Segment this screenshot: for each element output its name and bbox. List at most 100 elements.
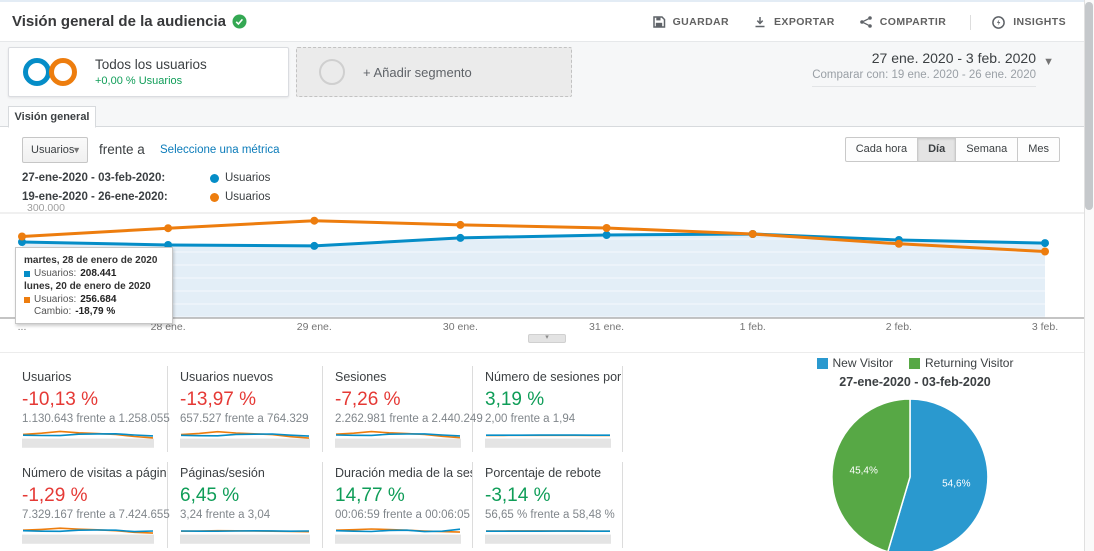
tooltip-square-blue-icon [24,270,30,277]
scrollbar-track[interactable] [1084,0,1094,551]
x-axis-label: 1 feb. [739,321,766,333]
metric-sparkline [485,434,611,448]
save-icon [652,15,666,29]
metrics-row: Usuarios -10,13 % 1.130.643 frente a 1.2… [10,366,623,452]
x-axis-label: 31 ene. [589,321,625,333]
pie-title: 27-ene-2020 - 03-feb-2020 [839,375,991,389]
chevron-down-icon[interactable]: ▼ [1043,56,1054,68]
insights-button[interactable]: INSIGHTS [970,14,1066,30]
header-actions: GUARDAR EXPORTAR COMPARTIR INSIGHTS [652,2,1066,42]
svg-text:54,6%: 54,6% [942,479,970,490]
segment-strip: Todos los usuarios +0,00 % Usuarios + Añ… [0,42,1084,127]
metric-comparison: 1.130.643 frente a 1.258.055 [22,413,170,425]
verified-check-icon [232,14,247,34]
x-axis-label: 2 feb. [885,321,912,333]
metric-card-paginas-sesion: Páginas/sesión 6,45 % 3,24 frente a 3,04 [168,462,323,548]
chart-legend-current: 27-ene-2020 - 03-feb-2020: Usuarios [22,172,271,184]
date-compare-value: Comparar con: 19 ene. 2020 - 26 ene. 202… [812,69,1036,81]
legend-dot-orange-icon [210,192,219,202]
metric-card-sesiones: Sesiones -7,26 % 2.262.981 frente a 2.44… [323,366,483,452]
metric-delta: 14,77 % [335,485,405,506]
metric-card-sesiones-por-usuario: Número de sesiones por usuario 3,19 % 2,… [473,366,623,452]
metric-sparkline [335,528,461,544]
x-axis-label: 3 feb. [1031,321,1059,333]
metric-sparkline [180,529,310,544]
x-axis-label: 30 ene. [442,321,478,333]
metric-label: Páginas/sesión [180,466,265,480]
metric-comparison: 7.329.167 frente a 7.424.655 [22,509,170,521]
select-metric-link[interactable]: Seleccione una métrica [160,144,280,156]
metric-card-usuarios-nuevos: Usuarios nuevos -13,97 % 657.527 frente … [168,366,323,452]
metric-label: Usuarios nuevos [180,370,274,384]
visitor-type-pie-chart[interactable]: 54,6% 45,4% [825,396,995,551]
metric-comparison: 2,00 frente a 1,94 [485,413,576,425]
save-button[interactable]: GUARDAR [652,15,729,29]
versus-label: frente a [99,142,145,157]
metric-delta: -7,26 % [335,389,401,410]
metric-delta: -10,13 % [22,389,99,410]
metric-sparkline [485,530,611,544]
legend-square-blue-icon [816,357,828,369]
page-title: Visión general de la audiencia [12,13,226,30]
metric-comparison: 00:06:59 frente a 00:06:05 [335,509,470,521]
export-button[interactable]: EXPORTAR [753,15,835,29]
section-divider [0,352,1084,353]
date-range-picker[interactable]: 27 ene. 2020 - 3 feb. 2020 Comparar con:… [812,50,1036,87]
segment-all-users[interactable]: Todos los usuarios +0,00 % Usuarios [8,47,289,97]
granularity-toggle: Cada hora Día Semana Mes [844,137,1060,162]
metric-comparison: 56,65 % frente a 58,48 % [485,509,615,521]
tab-overview[interactable]: Visión general [8,106,96,128]
metric-label: Número de sesiones por usuario [485,370,622,384]
add-segment-label: + Añadir segmento [363,65,472,80]
scrollbar-thumb[interactable] [1085,2,1093,210]
pie-legend-returning-visitor: Returning Visitor [908,356,1013,370]
svg-text:45,4%: 45,4% [850,465,878,476]
metric-card-visitas-paginas: Número de visitas a páginas -1,29 % 7.32… [10,462,170,548]
segment-ring-orange-icon [49,58,77,86]
granularity-month-button[interactable]: Mes [1018,137,1060,162]
metric-select-dropdown[interactable]: Usuarios ▼ [22,137,88,163]
metric-comparison: 657.527 frente a 764.329 [180,413,309,425]
metric-label: Duración media de la sesión [335,466,472,480]
chart-expander-button[interactable]: ▾ [528,334,566,343]
metrics-row: Número de visitas a páginas -1,29 % 7.32… [10,462,623,548]
x-axis-label: 28 ene. [150,321,186,333]
metric-delta: 3,19 % [485,389,545,410]
segment-subtitle: +0,00 % Usuarios [95,75,183,87]
metric-sparkline [22,430,154,448]
legend-dot-blue-icon [210,173,219,183]
insights-icon [991,15,1006,30]
x-axis-labels: ... 28 ene. 29 ene. 30 ene. 31 ene. 1 feb. 2 f… [0,321,1084,334]
metric-delta: -1,29 % [22,485,88,506]
metric-sparkline [180,430,310,448]
users-timeline-chart[interactable] [0,205,1084,320]
granularity-week-button[interactable]: Semana [956,137,1019,162]
granularity-day-button[interactable]: Día [918,137,957,162]
pie-legend-new-visitor: New Visitor [816,356,893,370]
tooltip-square-orange-icon [24,296,30,303]
metric-delta: 6,45 % [180,485,240,506]
metric-label: Porcentaje de rebote [485,466,602,480]
metric-comparison: 3,24 frente a 3,04 [180,509,271,521]
date-range-value: 27 ene. 2020 - 3 feb. 2020 [871,50,1036,66]
share-button[interactable]: COMPARTIR [859,15,946,29]
metric-delta: -3,14 % [485,485,551,506]
metric-sparkline [22,527,154,544]
export-icon [753,15,767,29]
metric-sparkline [335,430,461,448]
metric-card-usuarios: Usuarios -10,13 % 1.130.643 frente a 1.2… [10,366,170,452]
granularity-hourly-button[interactable]: Cada hora [844,137,919,162]
add-segment-circle-icon [319,59,345,85]
x-axis-label: 29 ene. [296,321,332,333]
chevron-down-icon: ▼ [72,145,81,155]
legend-square-green-icon [908,357,920,369]
share-icon [859,15,873,29]
add-segment-button[interactable]: + Añadir segmento [296,47,572,97]
metric-card-duracion-sesion: Duración media de la sesión 14,77 % 00:0… [323,462,473,548]
metric-delta: -13,97 % [180,389,257,410]
metric-card-porcentaje-rebote: Porcentaje de rebote -3,14 % 56,65 % fre… [473,462,623,548]
metric-label: Sesiones [335,370,387,384]
y-axis-gridline-label: 300.000 [27,202,65,214]
chart-tooltip: martes, 28 de enero de 2020 Usuarios: 20… [15,247,173,324]
